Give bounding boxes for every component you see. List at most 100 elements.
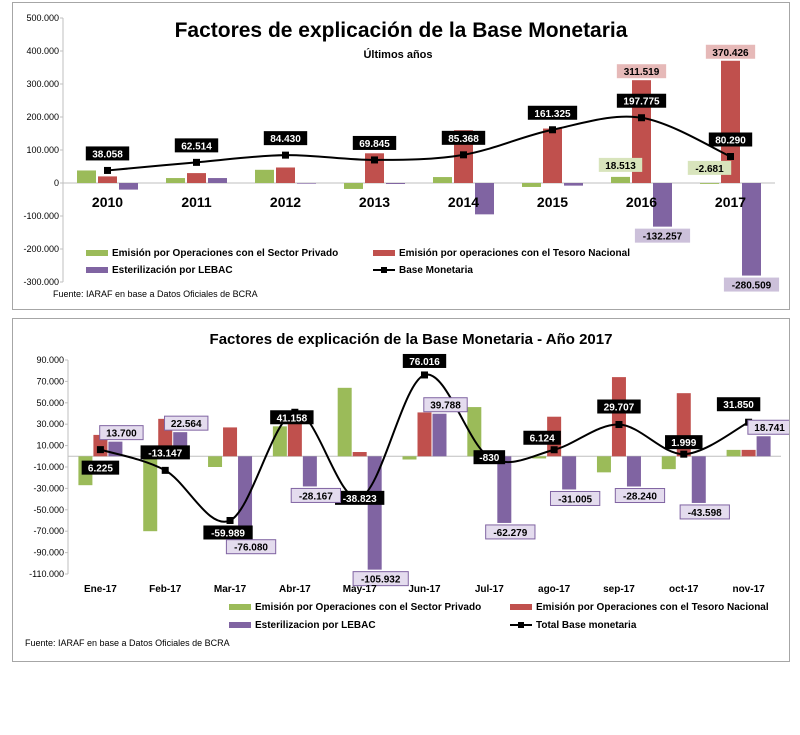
legend-label-tesoro: Emisión por Operaciones con el Tesoro Na… [536, 602, 769, 613]
data-label-bar-2016-0-box [598, 157, 643, 172]
data-label-base-oct-17-box [665, 435, 703, 450]
bar-series2-sep-17 [626, 456, 641, 487]
data-label-lebac-Feb-17-text: 22.564 [171, 419, 202, 430]
data-label-lebac-sep-17-text: -28.240 [623, 492, 657, 503]
chart-title: Factores de explicación de la Base Monet… [175, 19, 628, 42]
x-tick-label: sep-17 [603, 584, 635, 595]
data-label-base-2011: 62.514 [174, 138, 219, 153]
legend-swatch-lebac [229, 622, 251, 628]
data-label-bar-2017-1-text: 370.426 [712, 48, 749, 59]
data-label-base-nov-17: 31.850 [716, 397, 761, 412]
data-label-base-2012-text: 84.430 [270, 134, 301, 145]
data-label-bar-2017-0-box [687, 160, 732, 175]
x-tick-label: May-17 [343, 584, 377, 595]
bar-nacional-2017 [721, 60, 740, 184]
line-marker-Feb-17 [161, 466, 169, 474]
data-label-lebac-nov-17-text: 18.741 [754, 423, 785, 434]
bar-series2-May-17 [367, 456, 382, 570]
y-tick-label: 50.000 [36, 398, 64, 408]
bar-privado-2013 [344, 183, 363, 189]
bar-lebac-2010 [119, 183, 138, 190]
bar-series1-sep-17 [611, 377, 626, 457]
line-marker-2011 [193, 158, 200, 166]
chart-legend: Emisión por Operaciones con el Sector Pr… [229, 602, 769, 631]
bar-series2-Jul-17 [497, 456, 512, 523]
bar-privado-2015 [522, 183, 541, 187]
data-label-lebac-sep-17-box [614, 488, 666, 504]
data-label-lebac-Jun-17: 39.788 [423, 397, 468, 413]
x-tick-label: Feb-17 [149, 584, 182, 595]
data-label-base-Mar-17-box [203, 525, 253, 540]
y-tick-label: 300.000 [26, 79, 59, 89]
data-label-lebac-Abr-17-box [290, 487, 342, 503]
data-label-base-2016: 197.775 [616, 93, 667, 108]
line-marker-Ene-17 [96, 446, 104, 454]
y-tick-label: 30.000 [36, 419, 64, 429]
data-label-lebac-Ene-17-text: 13.700 [106, 429, 137, 440]
data-label-base-May-17-box [335, 490, 385, 505]
legend-label-sector-privado: Emisión por Operaciones con el Sector Pr… [255, 602, 481, 613]
legend-label-tesoro: Emisión por operaciones con el Tesoro Na… [399, 248, 630, 259]
line-base-monetaria [107, 115, 731, 172]
y-tick-label: 500.000 [26, 13, 59, 23]
y-tick-label: 0 [54, 178, 59, 188]
data-label-base-Abr-17-box [270, 410, 314, 425]
data-label-lebac-Mar-17: -76.080 [225, 539, 277, 555]
bar-series0-Mar-17 [208, 456, 223, 467]
bar-series1-Jun-17 [417, 412, 432, 457]
data-label-base-nov-17-text: 31.850 [723, 400, 754, 411]
data-label-lebac-oct-17-box [679, 504, 730, 520]
data-label-base-2010-text: 38.058 [92, 149, 123, 160]
y-tick-label: -100.000 [23, 211, 59, 221]
line-marker-2013 [371, 156, 378, 164]
data-label-base-2014-box [441, 130, 486, 145]
data-label-base-2015-box [527, 105, 578, 120]
data-label-lebac-Jun-17-text: 39.788 [430, 401, 461, 412]
y-tick-label: 70.000 [36, 376, 64, 386]
data-label-base-2016-text: 197.775 [623, 97, 660, 108]
bar-series2-ago-17 [562, 456, 577, 490]
bar-privado-2014 [433, 177, 452, 183]
data-label-base-2014: 85.368 [441, 130, 486, 145]
bar-lebac-2015 [564, 183, 583, 186]
bar-lebac-2011 [208, 178, 227, 183]
x-tick-label: Mar-17 [214, 584, 247, 595]
data-label-base-Abr-17: 41.158 [270, 410, 314, 425]
bar-privado-2016 [611, 176, 630, 183]
bar-series2-Jun-17 [432, 413, 447, 457]
chart-panel-2017: Factores de explicación de la Base Monet… [12, 318, 790, 662]
data-label-base-ago-17: 6.124 [523, 430, 561, 445]
data-label-base-sep-17-text: 29.707 [604, 403, 635, 414]
bar-privado-2011 [166, 178, 185, 183]
data-label-base-oct-17: 1.999 [665, 435, 703, 450]
chart-source: Fuente: IARAF en base a Datos Oficiales … [25, 638, 230, 648]
data-label-base-2015-text: 161.325 [534, 109, 571, 120]
bar-nacional-2011 [187, 173, 206, 183]
chart-2017-svg: Factores de explicación de la Base Monet… [25, 331, 789, 648]
data-label-lebac-Jul-17-box [485, 524, 536, 540]
data-label-base-2016-box [616, 93, 667, 108]
bar-series2-Abr-17 [302, 456, 317, 487]
line-marker-Mar-17 [226, 516, 234, 524]
data-label-lebac-sep-17: -28.240 [614, 488, 666, 504]
data-label-bar-2016-2: -132.257 [634, 228, 691, 243]
y-tick-label: -110.000 [29, 569, 64, 579]
line-marker-2014 [460, 151, 467, 159]
x-tick-label: nov-17 [732, 584, 765, 595]
data-label-base-2011-box [174, 138, 219, 153]
x-tick-label: 2010 [92, 194, 123, 210]
bar-series2-oct-17 [691, 456, 706, 503]
data-label-bar-2016-1: 311.519 [616, 64, 667, 79]
legend-label-lebac: Esterilizacion por LEBAC [255, 620, 376, 631]
data-label-base-Ene-17: 6.225 [81, 460, 120, 475]
bar-nacional-2012 [276, 167, 295, 183]
data-label-base-2012-box [263, 131, 308, 146]
legend-marker-base [381, 267, 387, 273]
bar-series1-May-17 [352, 452, 367, 457]
x-tick-label: Jul-17 [475, 584, 504, 595]
data-label-lebac-Ene-17-box [99, 425, 144, 441]
y-tick-label: -70.000 [33, 526, 64, 536]
x-tick-label: Ene-17 [84, 584, 117, 595]
bar-lebac-2017 [742, 183, 761, 276]
data-label-base-Jun-17: 76.016 [402, 353, 447, 368]
